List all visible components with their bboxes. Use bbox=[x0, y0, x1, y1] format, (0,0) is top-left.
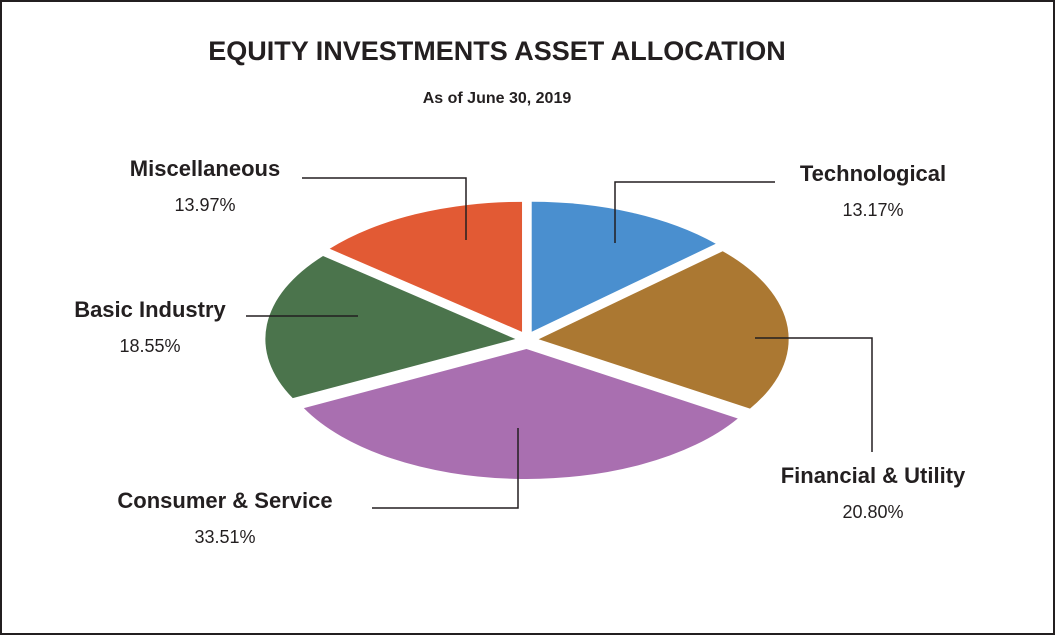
chart-title: EQUITY INVESTMENTS ASSET ALLOCATION bbox=[208, 36, 786, 66]
pie-slice bbox=[531, 201, 716, 332]
pie-slice bbox=[265, 255, 516, 399]
pie-slice bbox=[303, 348, 738, 479]
leader-line bbox=[755, 337, 873, 452]
slice-label: Consumer & Service bbox=[117, 488, 332, 513]
pie-slice bbox=[329, 201, 523, 332]
slice-value: 13.17% bbox=[842, 200, 903, 220]
slice-value: 18.55% bbox=[119, 336, 180, 356]
chart-subtitle: As of June 30, 2019 bbox=[423, 90, 572, 107]
slice-label: Technological bbox=[800, 161, 946, 186]
pie-slice bbox=[538, 251, 789, 409]
slice-label: Basic Industry bbox=[74, 297, 226, 322]
slice-label: Miscellaneous bbox=[130, 156, 280, 181]
leader-line bbox=[302, 177, 467, 240]
slice-label: Financial & Utility bbox=[781, 463, 966, 488]
slice-value: 20.80% bbox=[842, 502, 903, 522]
leader-line bbox=[372, 428, 519, 509]
slice-value: 33.51% bbox=[194, 527, 255, 547]
leader-line bbox=[614, 181, 775, 243]
slice-value: 13.97% bbox=[174, 195, 235, 215]
